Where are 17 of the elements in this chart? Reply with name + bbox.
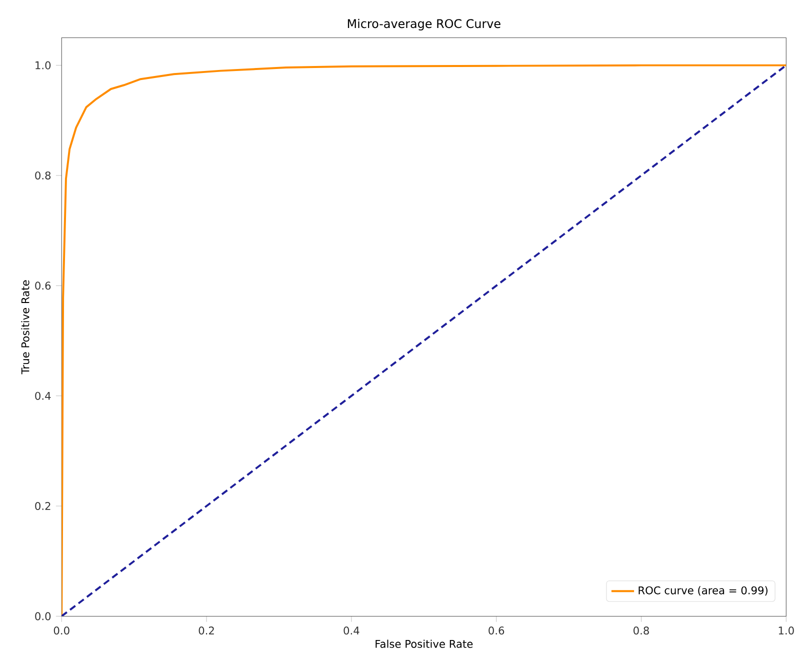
chart-title: Micro-average ROC Curve — [348, 18, 500, 30]
y-axis-title: True Positive Rate — [21, 280, 30, 374]
y-tick-label: 0.6 — [35, 282, 51, 290]
line-series — [62, 64, 786, 616]
y-tick-label: 0.8 — [35, 171, 51, 180]
x-tick-label: 0.6 — [488, 626, 504, 635]
y-tick-label: 0.4 — [35, 392, 51, 400]
y-tick-label: 0.2 — [35, 502, 50, 510]
x-tick-label: 0.4 — [344, 626, 360, 635]
x-tick-label: 1.0 — [778, 626, 794, 635]
legend-label: ROC curve (area = 0.99) — [638, 586, 768, 596]
y-tick-label: 0.0 — [35, 612, 51, 620]
x-axis-title: False Positive Rate — [376, 640, 473, 648]
y-tick-label: 1.0 — [36, 61, 51, 70]
x-tick-label: 0.8 — [634, 626, 649, 635]
x-tick-label: 0.0 — [54, 626, 70, 635]
x-tick-label: 0.2 — [198, 626, 214, 635]
